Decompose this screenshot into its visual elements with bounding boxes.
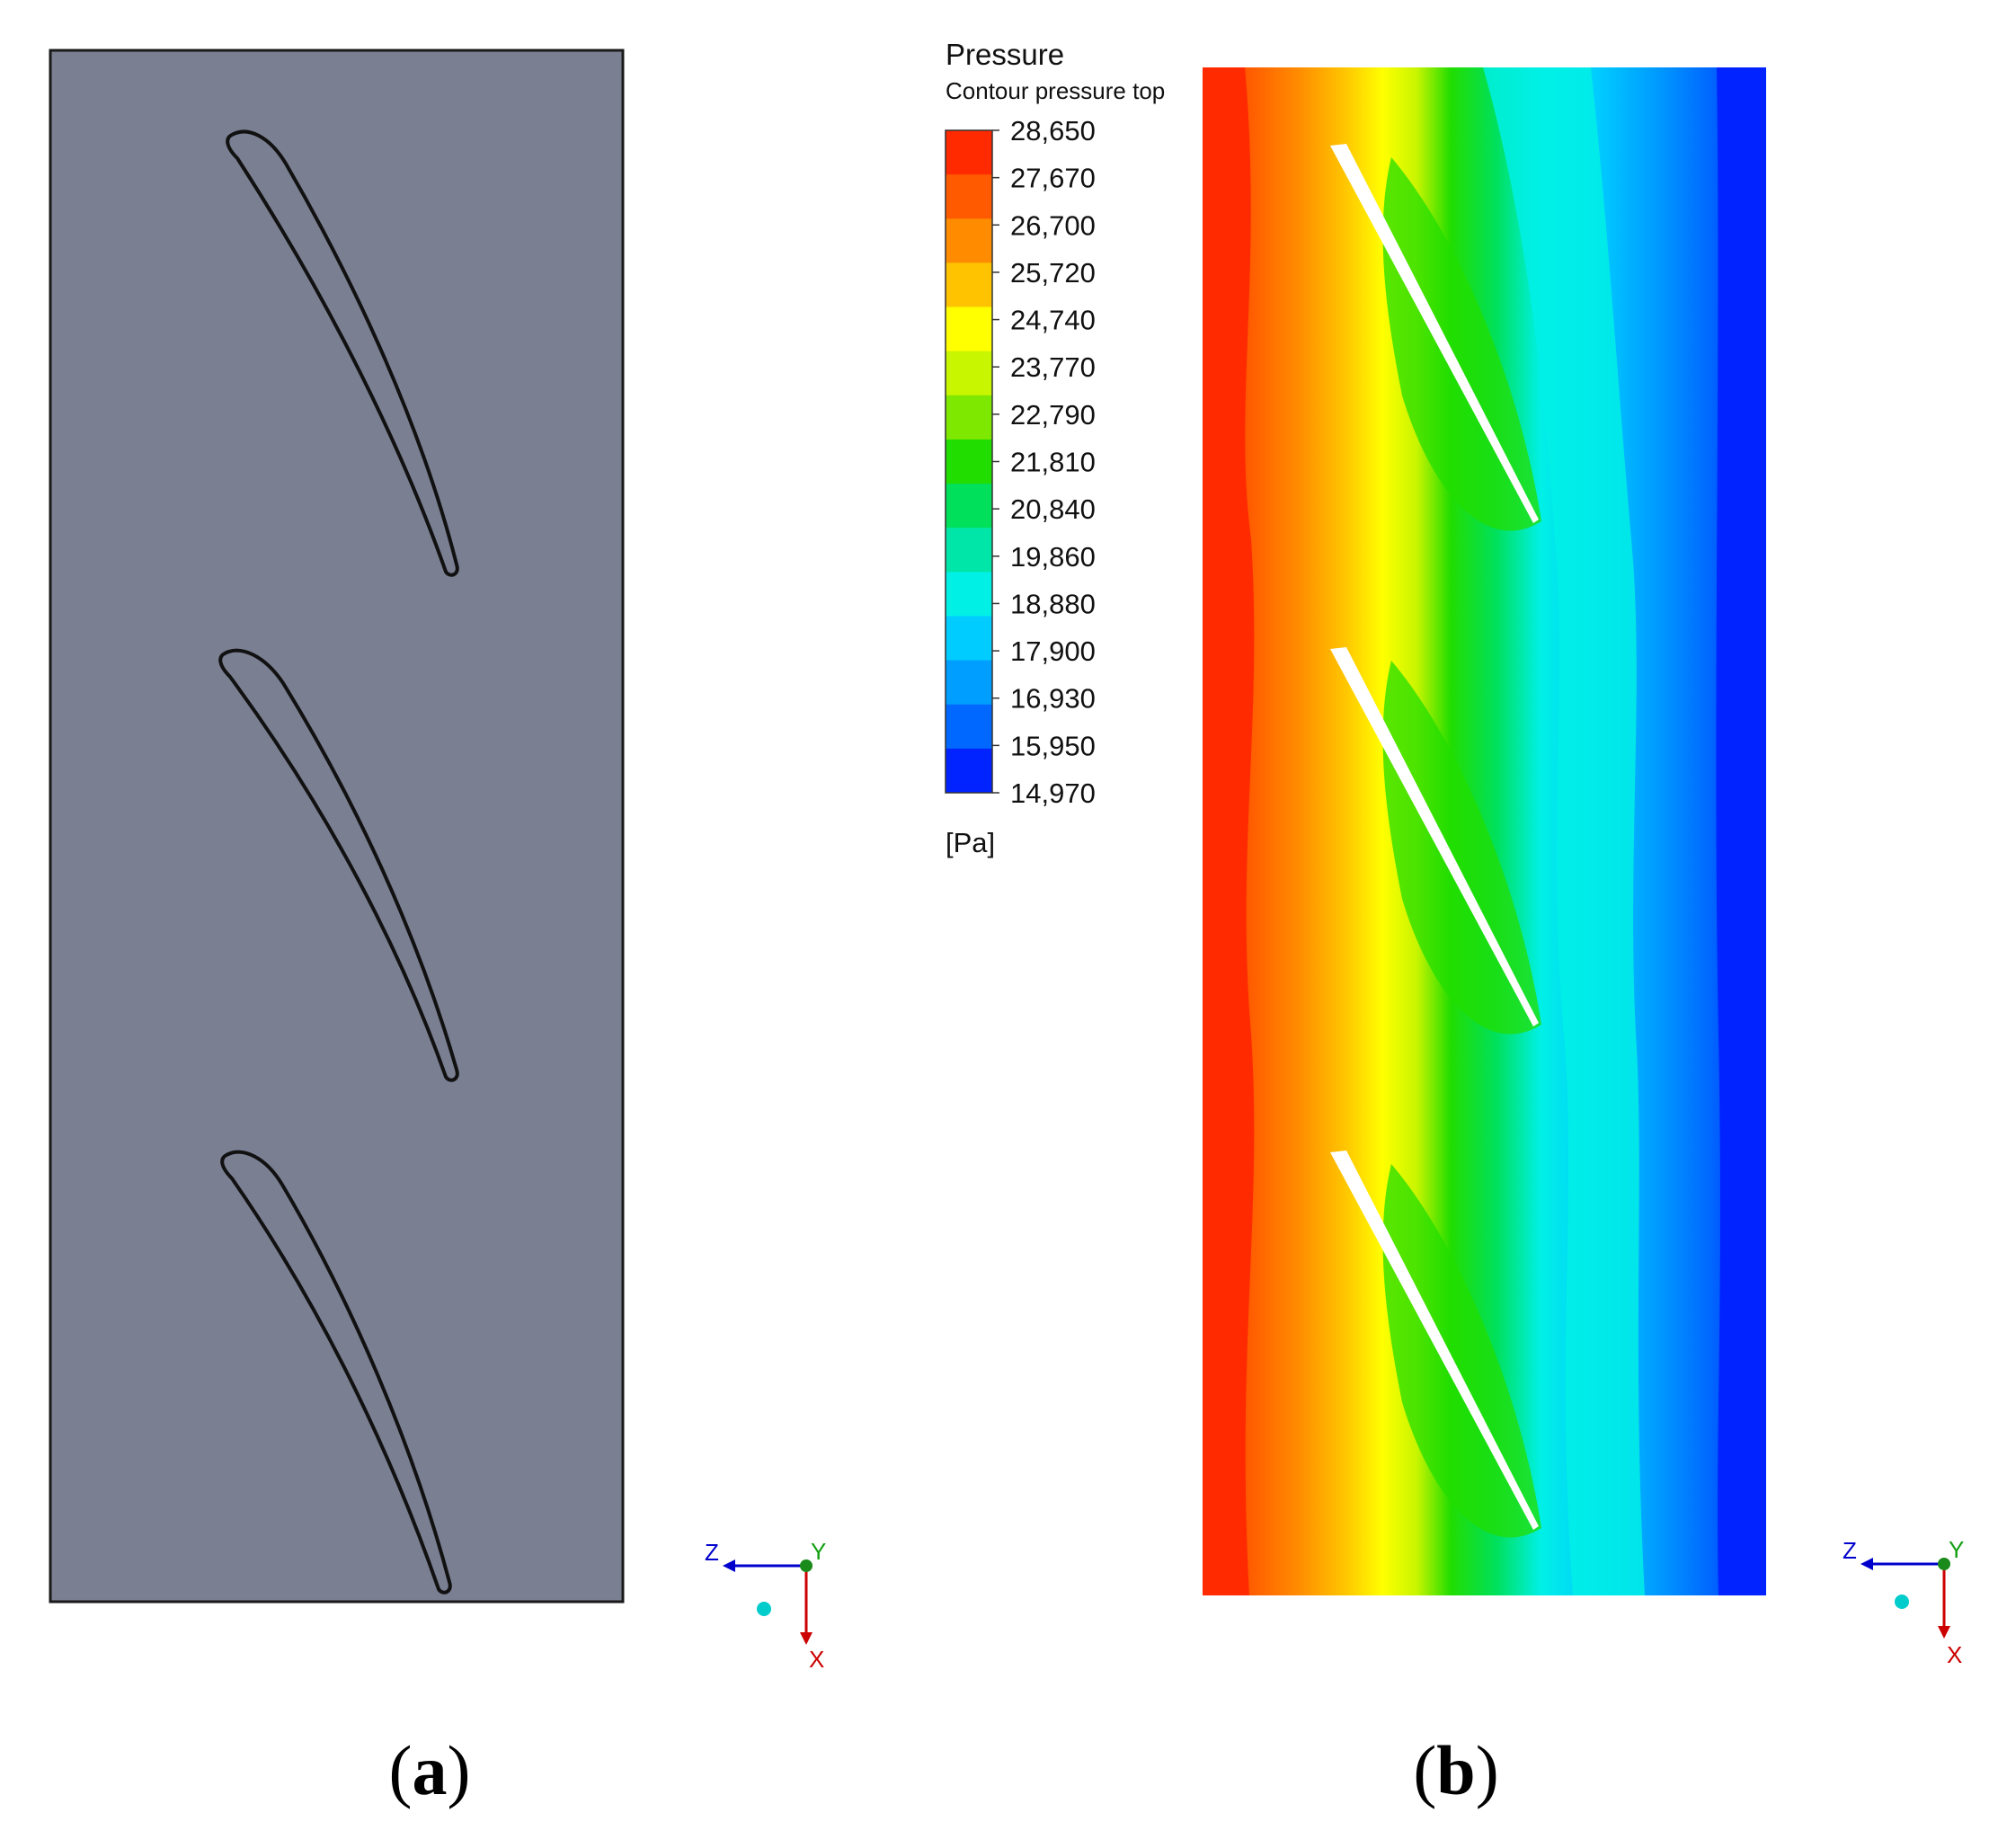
- colorbar-tick-label: 14,970: [1010, 777, 1096, 809]
- colorbar-tick-label: 28,650: [1010, 115, 1096, 147]
- colorbar-tick-label: 16,930: [1010, 683, 1096, 715]
- colorbar-swatch: [946, 351, 992, 396]
- domain-rectangle: [49, 49, 625, 1604]
- colorbar-swatch: [946, 130, 992, 175]
- legend-unit: [Pa]: [946, 827, 995, 858]
- y-axis-origin: [800, 1559, 813, 1572]
- contour-band-green-3: [1382, 1164, 1541, 1538]
- legend-title: Pressure: [946, 38, 1064, 71]
- panel-b-legend: Pressure Contour pressure top 28,650 27,6…: [945, 38, 1165, 858]
- colorbar-tick-label: 26,700: [1010, 209, 1096, 241]
- coordinate-triad-b: Z Y X: [1843, 1536, 1964, 1668]
- colorbar: [945, 129, 993, 794]
- contour-band-green-1: [1382, 157, 1541, 531]
- contour-band-deepblue: [1716, 67, 1766, 1595]
- y-axis-label: Y: [1949, 1536, 1964, 1563]
- colorbar-ticks: 28,650 27,670 26,700 25,720 24,740 23,770 22,7…: [992, 115, 1096, 809]
- z-axis-label: Z: [1843, 1537, 1857, 1564]
- blade-profile-top: [226, 129, 459, 577]
- colorbar-swatch: [946, 262, 992, 308]
- colorbar-tick-label: 22,790: [1010, 399, 1096, 431]
- colorbar-swatch: [946, 307, 992, 352]
- contour-band-orange: [1203, 67, 1255, 1595]
- colorbar-tick-label: 25,720: [1010, 257, 1096, 289]
- panel-b-caption: (b): [1413, 1731, 1498, 1809]
- colorbar-tick-label: 27,670: [1010, 163, 1096, 194]
- triad-dot: [757, 1602, 771, 1616]
- blade-slot-bottom: [1330, 1151, 1539, 1530]
- legend-subtitle: Contour pressure top: [946, 77, 1165, 104]
- colorbar-tick-label: 21,810: [1010, 447, 1096, 478]
- contour-band-cyan: [1483, 67, 1645, 1595]
- contour-band-green-2: [1382, 661, 1541, 1035]
- z-arrowhead: [723, 1559, 735, 1572]
- colorbar-swatch: [946, 528, 992, 573]
- pressure-contour-field: [1203, 67, 1766, 1595]
- colorbar-swatch: [946, 439, 992, 484]
- colorbar-swatch: [946, 395, 992, 440]
- colorbar-swatch: [946, 218, 992, 263]
- colorbar-swatch: [946, 572, 992, 617]
- y-axis-origin: [1938, 1558, 1950, 1570]
- z-arrowhead: [1860, 1558, 1873, 1570]
- blade-slot-middle: [1330, 647, 1539, 1026]
- colorbar-tick-label: 17,900: [1010, 635, 1096, 667]
- colorbar-tick-label: 19,860: [1010, 541, 1096, 573]
- x-axis-label: X: [1947, 1641, 1962, 1668]
- colorbar-tick-label: 23,770: [1010, 351, 1096, 383]
- coordinate-triad-a: Z Y X: [705, 1538, 826, 1673]
- colorbar-swatch: [946, 748, 992, 794]
- colorbar-swatch: [946, 660, 992, 706]
- triad-dot: [1895, 1595, 1909, 1609]
- colorbar-swatch: [946, 174, 992, 219]
- x-arrowhead: [800, 1632, 813, 1645]
- colorbar-tick-label: 15,950: [1010, 730, 1096, 761]
- blade-slot-top: [1330, 144, 1539, 523]
- colorbar-tick-label: 24,740: [1010, 305, 1096, 336]
- colorbar-swatch: [946, 616, 992, 662]
- x-axis-label: X: [809, 1646, 824, 1673]
- blade-profile-bottom: [220, 1150, 452, 1595]
- panel-a: [49, 49, 625, 1604]
- blade-profile-middle: [218, 648, 459, 1082]
- y-axis-label: Y: [811, 1538, 826, 1565]
- panel-a-caption: (a): [389, 1731, 471, 1809]
- colorbar-swatch: [946, 484, 992, 529]
- colorbar-tick-label: 18,880: [1010, 588, 1096, 619]
- x-arrowhead: [1938, 1626, 1950, 1639]
- colorbar-tick-label: 20,840: [1010, 493, 1096, 525]
- colorbar-swatch: [946, 704, 992, 750]
- z-axis-label: Z: [705, 1539, 719, 1566]
